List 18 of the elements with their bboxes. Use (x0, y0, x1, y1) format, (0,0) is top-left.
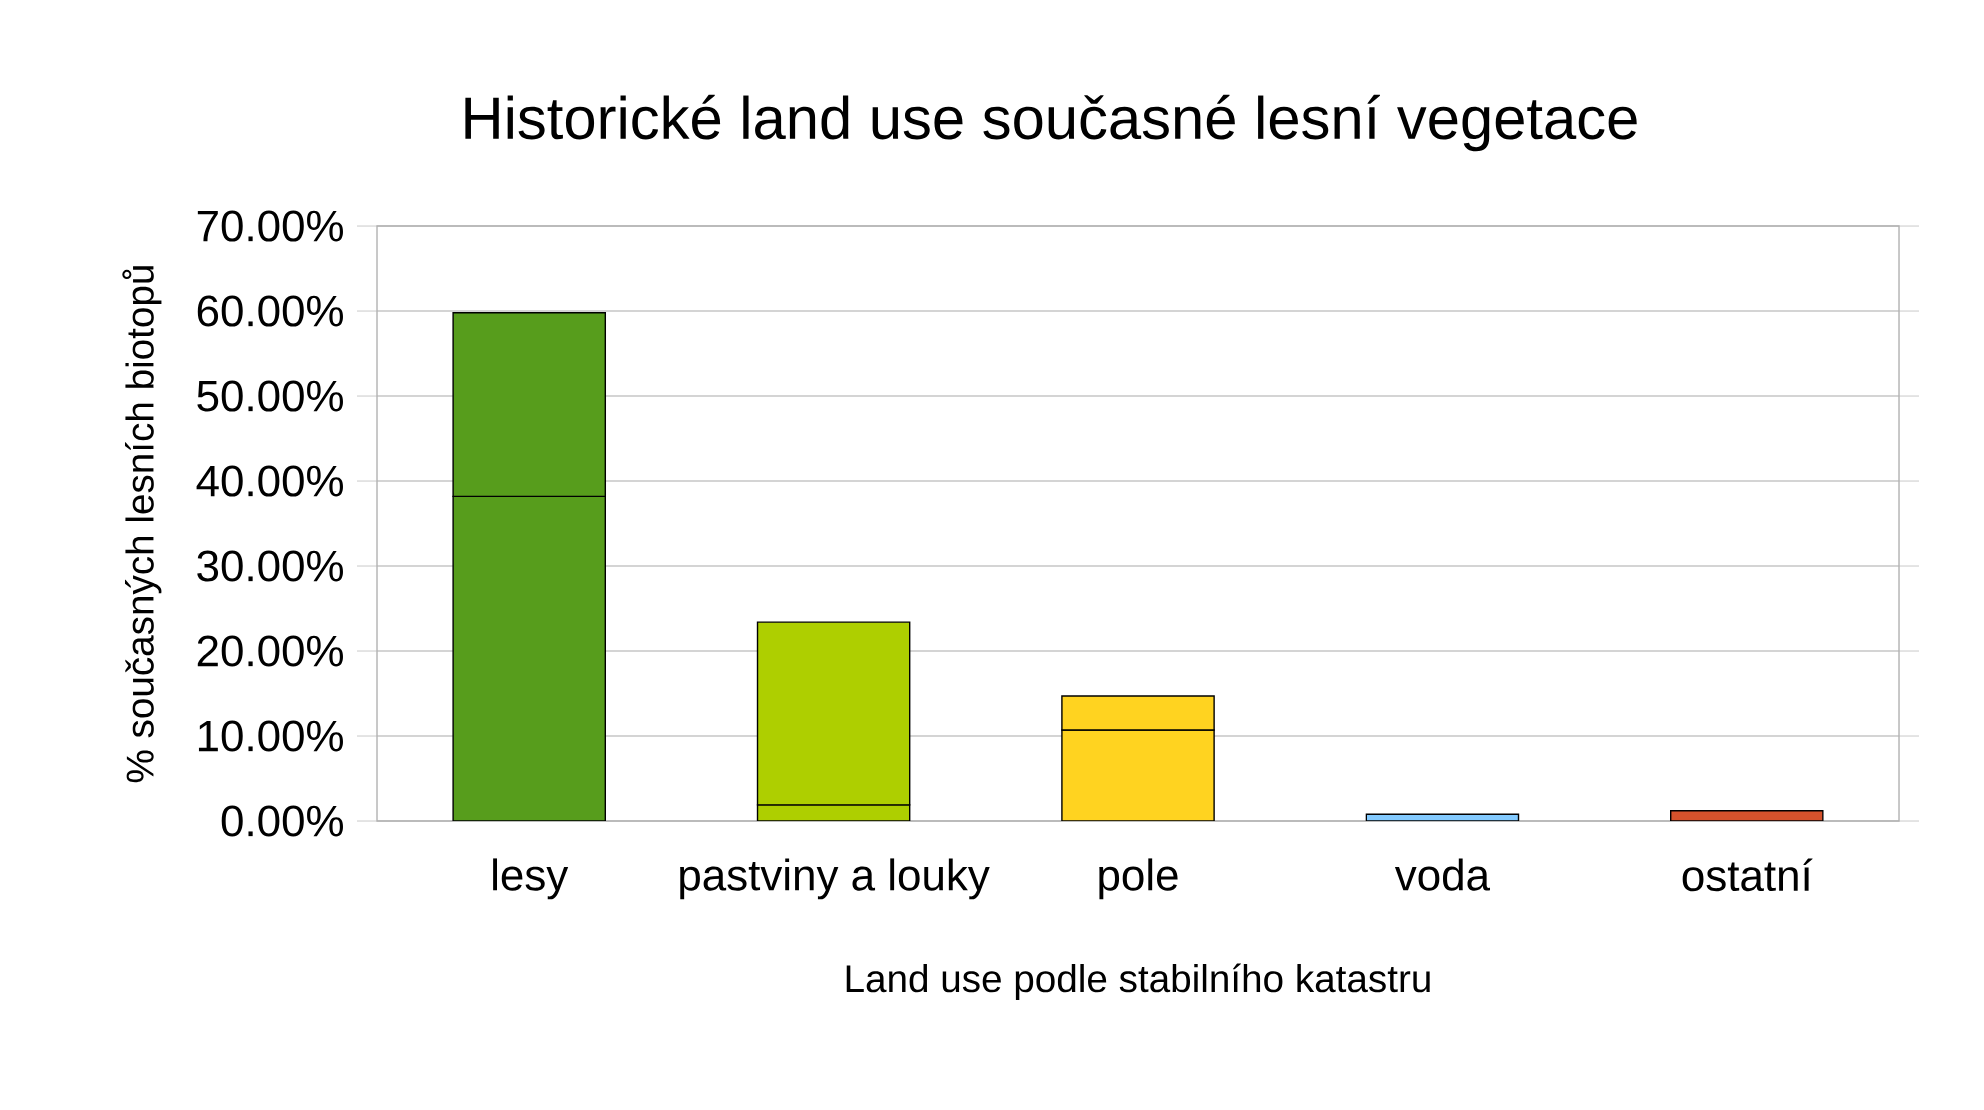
y-tick-label: 60.00% (197, 295, 343, 327)
y-tick-label: 40.00% (196, 465, 343, 497)
y-tick-label: 30.00% (197, 550, 343, 582)
y-tick-label: 50.00% (197, 380, 343, 412)
y-tick-label: 10.00% (198, 720, 343, 752)
x-axis-title: Land use podle stabilního katastru (846, 963, 1430, 1000)
y-axis-title: % současných lesních biotopů (122, 266, 162, 783)
y-tick-label: 20.00% (197, 635, 343, 667)
x-tick-label: voda (1394, 858, 1491, 891)
bar (1365, 813, 1520, 822)
bar (1670, 810, 1824, 822)
x-tick-label: ostatní (1682, 858, 1813, 892)
y-tick-label: 70.00% (197, 210, 343, 242)
x-tick-label: pastviny a louky (680, 858, 990, 900)
chart-title: Historické land use současné lesní vegetace (465, 94, 1637, 152)
x-tick-label: lesy (493, 858, 569, 900)
x-tick-label: pole (1099, 858, 1178, 900)
y-tick-label: 0.00% (221, 805, 343, 837)
